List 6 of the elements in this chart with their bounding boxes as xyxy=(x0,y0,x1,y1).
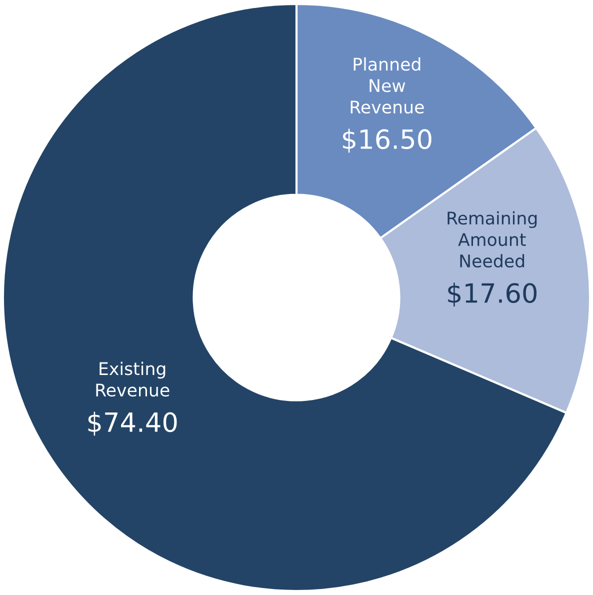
slice-label: Remaining Amount Needed xyxy=(448,211,537,268)
data-label: $17.60 xyxy=(448,282,537,307)
data-label: $16.50 xyxy=(342,128,432,153)
slice-label: Planned New Revenue xyxy=(350,57,424,114)
slice-label: Existing Revenue xyxy=(96,362,170,397)
data-label: $74.40 xyxy=(88,412,177,436)
